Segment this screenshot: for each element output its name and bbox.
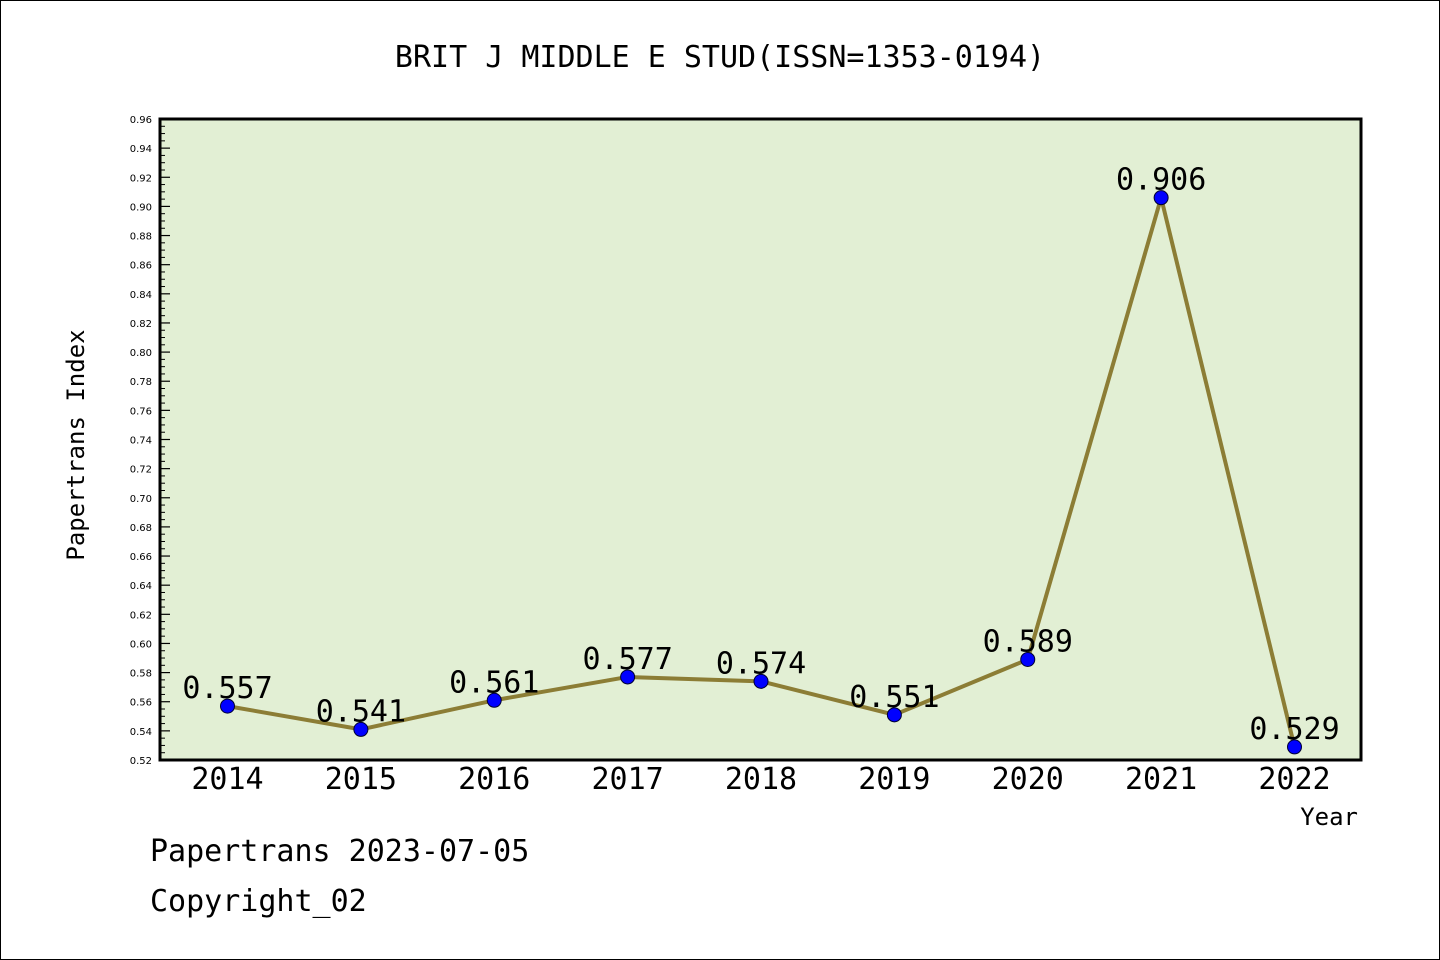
footer-date-text: Papertrans 2023-07-05 [150,834,530,869]
footer-copyright-text: Copyright_02 [150,884,367,919]
data-point-marker [753,673,769,689]
data-value-label: 0.557 [182,671,272,706]
y-axis-label: Papertrans Index [62,329,90,560]
data-value-label: 0.551 [849,680,939,715]
data-series: 0.557 0.541 0.561 0.577 0.574 0.551 0.589 0.906… [182,163,1340,755]
y-tick-label: 0.66 [130,552,152,563]
y-tick-label: 0.62 [130,610,152,621]
data-point-marker [1020,651,1036,667]
data-point-marker [1153,190,1169,206]
y-tick-label: 0.52 [130,756,152,767]
data-point-marker [220,698,235,714]
chart-title: BRIT J MIDDLE E STUD(ISSN=1353-0194) [395,40,1045,75]
y-tick-label: 0.56 [130,698,152,709]
y-tick-label: 0.82 [130,319,152,330]
data-point-marker [886,707,902,723]
y-tick-label: 0.64 [130,581,152,592]
y-tick-label: 0.96 [130,115,152,126]
y-tick-label: 0.54 [130,727,152,738]
y-tick-label: 0.60 [130,639,152,650]
data-point-marker [353,721,369,737]
x-tick-label: 2018 [725,762,797,797]
y-tick-label: 0.58 [130,669,152,680]
x-tick-label: 2021 [1125,762,1197,797]
y-tick-label: 0.80 [130,348,152,359]
y-tick-label: 0.78 [130,377,152,388]
y-tick-label: 0.68 [130,523,152,534]
y-tick-label: 0.70 [130,494,152,505]
x-tick-label: 2015 [325,762,397,797]
x-tick-label: 2014 [191,762,263,797]
y-tick-label: 0.92 [130,173,152,184]
data-point-marker [620,669,636,685]
y-tick-label: 0.76 [130,406,152,417]
data-point-marker [1287,739,1302,755]
x-tick-label: 2019 [858,762,930,797]
x-tick-label: 2017 [592,762,664,797]
data-point-marker [486,692,502,708]
y-tick-label: 0.90 [130,202,152,213]
data-value-label: 0.529 [1249,712,1339,747]
y-tick-label: 0.94 [130,144,152,155]
y-tick-label: 0.86 [130,261,152,272]
y-tick-label: 0.74 [130,436,152,447]
y-tick-label: 0.84 [130,290,152,301]
x-axis: 2014 2015 2016 2017 2018 2019 2020 2021 2022 [191,762,1330,797]
data-value-label: 0.589 [983,624,1073,659]
data-value-label: 0.574 [716,646,806,681]
data-value-label: 0.561 [449,665,539,700]
plot-area [158,117,1363,762]
data-value-label: 0.577 [582,642,672,677]
x-axis-label: Year [1300,803,1358,831]
x-tick-label: 2020 [992,762,1064,797]
y-tick-label: 0.88 [130,232,152,243]
data-value-label: 0.541 [316,694,406,729]
data-value-label: 0.906 [1116,163,1206,198]
y-tick-label: 0.72 [130,465,152,476]
y-axis: 0.52 0.54 0.56 0.58 0.60 0.62 0.64 0.66 0.68 0.70… [130,115,170,767]
x-tick-label: 2016 [458,762,530,797]
x-tick-label: 2022 [1258,762,1330,797]
